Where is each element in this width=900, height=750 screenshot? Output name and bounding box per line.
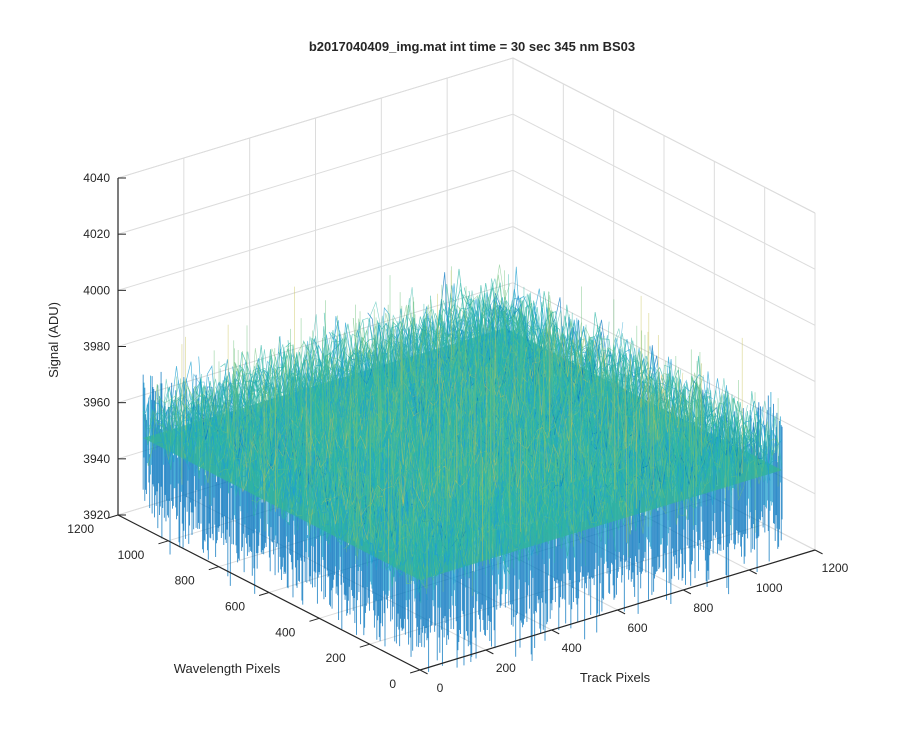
y-tick-mark [158,540,169,545]
x-tick-mark [617,609,626,615]
grid-line [117,57,514,179]
z-tick-label: 3960 [83,396,110,410]
surface [142,264,783,672]
y-tick-label: 600 [225,600,245,614]
z-tick-label: 3980 [83,340,110,354]
grid-line [117,226,514,347]
x-tick-label: 200 [496,661,516,675]
y-tick-mark [409,669,421,674]
y-axis-label: Wavelength Pixels [174,661,281,676]
surface-strand [147,264,511,461]
surface-strand [230,332,594,497]
x-tick-mark [419,669,428,675]
grid-line [512,57,816,214]
y-tick-label: 0 [389,677,396,691]
grid-line [512,169,816,326]
z-tick-label: 3920 [83,508,110,522]
x-tick-label: 0 [437,681,444,695]
z-tick-label: 4000 [83,283,110,297]
surface-strand [145,288,508,441]
y-tick-label: 200 [326,651,346,665]
surface-strand [378,401,741,557]
x-tick-mark [683,589,692,595]
chart-title: b2017040409_img.mat int time = 30 sec 34… [309,39,635,54]
grid-line [512,282,816,439]
surface-strand [313,365,677,538]
x-tick-label: 400 [562,641,582,655]
grid-line [512,226,816,382]
y-tick-mark [208,566,219,571]
y-tick-label: 800 [175,574,195,588]
grid-line [512,113,816,270]
x-axis-label: Track Pixels [580,670,651,685]
x-tick-label: 600 [627,621,647,635]
x-tick-label: 800 [693,601,713,615]
x-tick-mark [485,649,494,655]
y-tick-mark [258,592,270,596]
surface-strand [149,278,513,451]
grid-line [117,169,514,291]
y-tick-label: 400 [275,625,295,639]
z-tick-label: 4040 [83,171,110,185]
x-tick-mark [551,629,560,635]
y-tick-label: 1200 [67,522,94,536]
x-tick-label: 1200 [822,561,849,575]
y-tick-mark [309,617,320,622]
z-axis-label: Signal (ADU) [46,302,61,378]
x-tick-label: 1000 [756,581,783,595]
surface-strand [279,360,642,511]
y-tick-label: 1000 [118,548,145,562]
x-tick-mark [748,569,757,575]
grid-line [117,113,514,235]
z-tick-label: 4020 [83,227,110,241]
axes [107,177,823,675]
tick-labels: 0 200 400 600 800 1000 1200 0 200 400 600 800 1000 12… [67,171,848,695]
z-tick-label: 3940 [83,452,110,466]
x-tick-mark [814,549,823,555]
y-tick-mark [107,514,119,519]
y-tick-mark [359,643,370,648]
surface-strand [168,292,531,448]
